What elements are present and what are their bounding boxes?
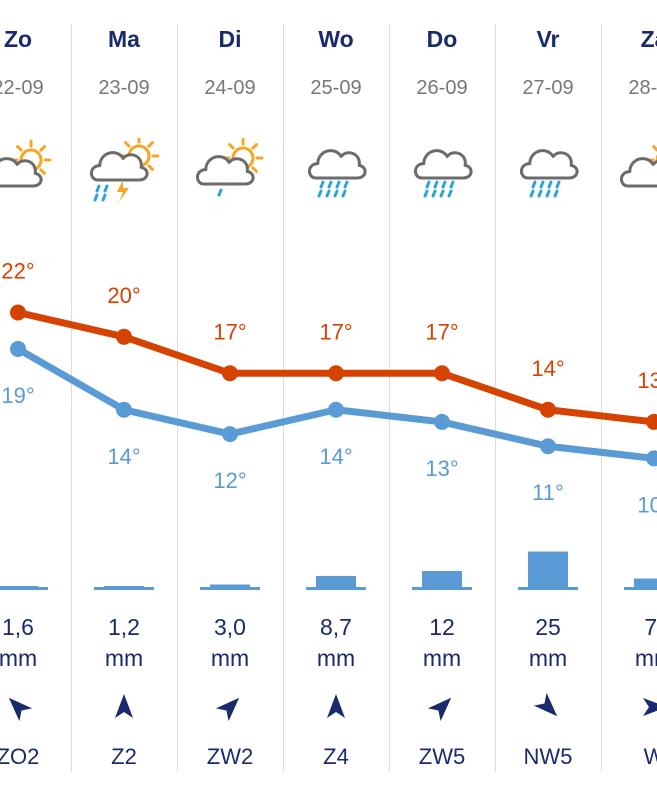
day-name: Do <box>426 26 458 52</box>
sun-cloud-icon <box>0 138 55 204</box>
rain-cloud-icon <box>301 138 373 204</box>
wind-direction-icon <box>639 692 657 722</box>
day-date: 26-09 <box>416 77 468 99</box>
precipitation-amount: 7, mm <box>601 612 657 674</box>
day-name: Zo <box>3 26 33 52</box>
thunderstorm-sun-icon <box>89 135 161 204</box>
precipitation-amount: 1,2 mm <box>71 612 177 674</box>
precipitation-amount: 12 mm <box>389 612 495 674</box>
precipitation-value: 1,2 <box>108 614 140 640</box>
wind-label: W <box>643 744 657 769</box>
precipitation-value: 12 <box>429 614 455 640</box>
precipitation-value: 1,6 <box>2 614 34 640</box>
wind-direction-icon <box>109 692 139 722</box>
day-name: Wo <box>318 26 354 52</box>
wind-label: ZW5 <box>418 744 466 769</box>
day-name: Za <box>640 26 657 52</box>
wind-direction-icon <box>321 692 351 722</box>
precipitation-unit: mm <box>0 645 38 671</box>
precipitation-value: 7, <box>644 614 657 640</box>
forecast-day-za[interactable]: Za 28-09 7, mm W <box>601 0 657 800</box>
day-date: 28-09 <box>628 77 657 99</box>
precipitation-unit: mm <box>210 645 250 671</box>
precipitation-unit: mm <box>528 645 568 671</box>
forecast-day-di[interactable]: Di 24-09 3,0 mm ZW2 <box>177 0 283 800</box>
day-name: Vr <box>536 26 560 52</box>
wind-label: Z2 <box>111 744 137 769</box>
day-date: 23-09 <box>98 77 150 99</box>
forecast-day-vr[interactable]: Vr 27-09 25 mm NW5 <box>495 0 601 800</box>
day-date: 24-09 <box>204 77 256 99</box>
day-date: 25-09 <box>310 77 362 99</box>
precipitation-unit: mm <box>104 645 144 671</box>
day-name: Ma <box>108 26 140 52</box>
rain-cloud-icon <box>407 138 479 204</box>
forecast-day-wo[interactable]: Wo 25-09 8,7 mm Z4 <box>283 0 389 800</box>
day-name: Di <box>218 26 242 52</box>
sun-cloud-rain-icon <box>195 137 267 204</box>
wind-direction-icon <box>427 692 457 722</box>
wind-label: NW5 <box>523 744 573 769</box>
rain-cloud-icon <box>513 138 585 204</box>
precipitation-amount: 8,7 mm <box>283 612 389 674</box>
wind-label: ZO2 <box>0 744 40 769</box>
precipitation-amount: 1,6 mm <box>0 612 71 674</box>
wind-direction-icon <box>215 692 245 722</box>
precipitation-amount: 3,0 mm <box>177 612 283 674</box>
precipitation-unit: mm <box>422 645 462 671</box>
precipitation-value: 3,0 <box>214 614 246 640</box>
wind-direction-icon <box>533 692 563 722</box>
precipitation-value: 25 <box>535 614 561 640</box>
forecast-day-do[interactable]: Do 26-09 12 mm ZW5 <box>389 0 495 800</box>
forecast-day-ma[interactable]: Ma 23-09 1,2 mm Z2 <box>71 0 177 800</box>
precipitation-unit: mm <box>316 645 356 671</box>
precipitation-amount: 25 mm <box>495 612 601 674</box>
forecast-day-zo[interactable]: Zo 22-09 1,6 mm ZO2 <box>0 0 71 800</box>
precipitation-unit: mm <box>634 645 657 671</box>
day-date: 27-09 <box>522 77 574 99</box>
wind-direction-icon <box>3 692 33 722</box>
wind-label: ZW2 <box>206 744 254 769</box>
precipitation-value: 8,7 <box>320 614 352 640</box>
day-date: 22-09 <box>0 77 44 99</box>
wind-label: Z4 <box>323 744 349 769</box>
sun-cloud-icon <box>619 138 657 204</box>
